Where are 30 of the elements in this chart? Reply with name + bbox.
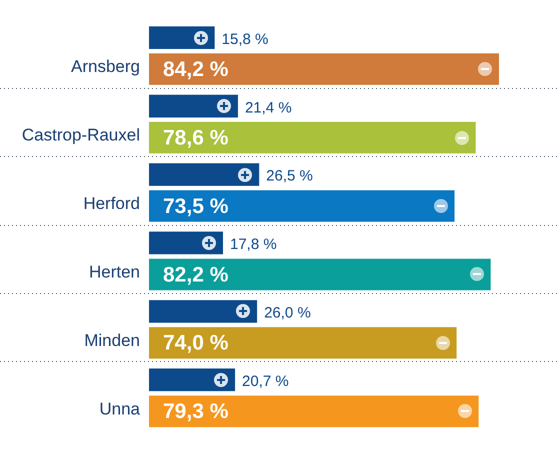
- bar: [149, 163, 260, 186]
- y-tick-label: Herten: [88, 262, 140, 282]
- y-tick-label: Castrop-Rauxel: [22, 126, 140, 145]
- bar: [149, 300, 258, 323]
- data-label: 78,6 %: [163, 126, 229, 150]
- data-label: 17,8 %: [230, 236, 277, 254]
- data-label: 79,3 %: [163, 400, 229, 424]
- data-label: 73,5 %: [163, 194, 229, 218]
- bar: [149, 368, 236, 392]
- y-tick-label: Arnsberg: [71, 57, 140, 76]
- bar: [149, 327, 457, 359]
- data-label: 26,5 %: [266, 168, 313, 185]
- data-label: 74,0 %: [163, 332, 229, 355]
- bar: [149, 258, 491, 290]
- data-label: 15,8 %: [222, 30, 268, 48]
- data-label: 21,4 %: [244, 99, 292, 116]
- data-label: 84,2 %: [163, 58, 229, 81]
- y-tick-label: Unna: [99, 399, 141, 418]
- bar: [149, 26, 215, 50]
- bar: [149, 232, 223, 254]
- bar: [149, 94, 238, 118]
- y-tick-label: Herford: [83, 194, 140, 213]
- bar: [149, 396, 479, 428]
- data-label: 82,2 %: [163, 263, 229, 286]
- bar: [149, 122, 476, 154]
- bar: [149, 190, 455, 222]
- bar: [149, 53, 499, 85]
- data-label: 26,0 %: [264, 304, 311, 322]
- y-tick-label: Minden: [84, 330, 140, 350]
- data-label: 20,7 %: [242, 372, 289, 390]
